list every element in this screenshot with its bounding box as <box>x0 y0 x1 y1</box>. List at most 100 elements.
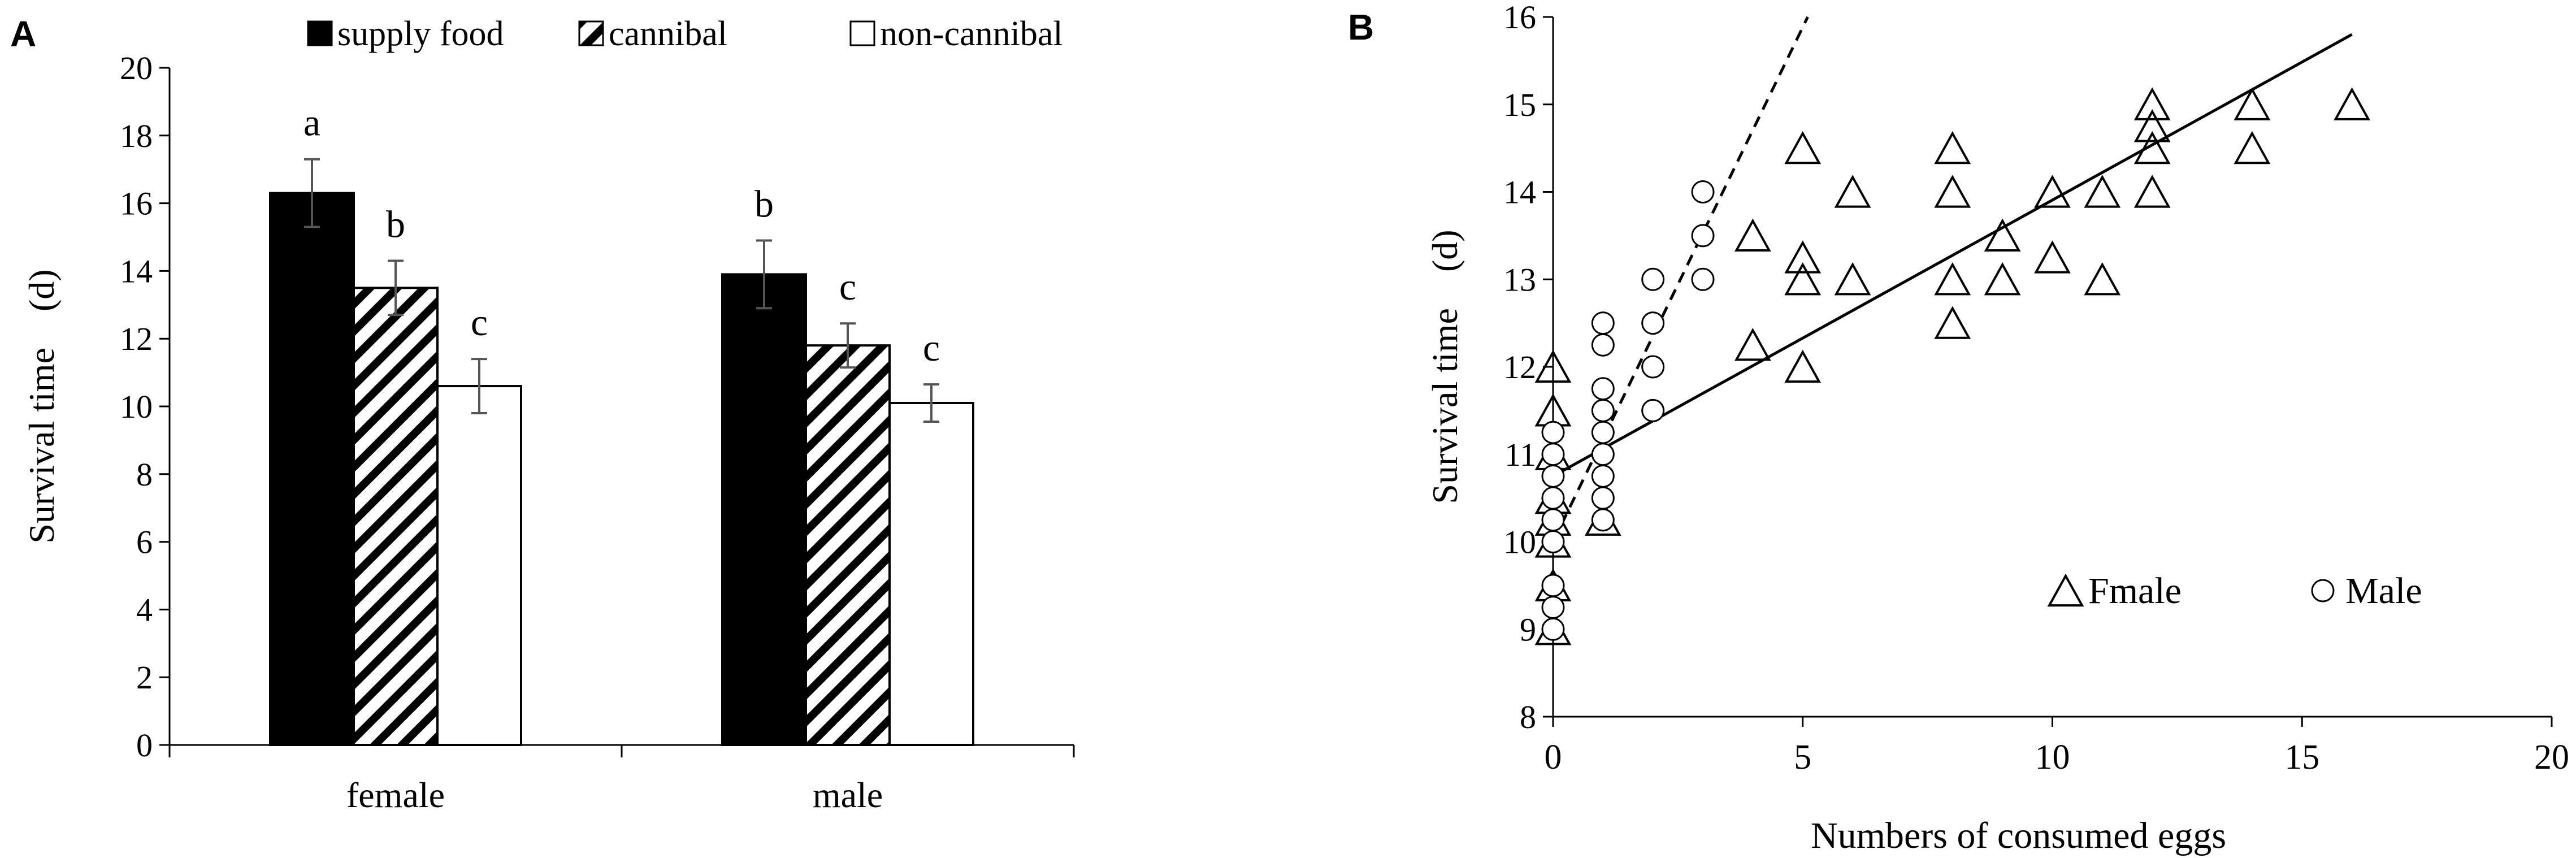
point-male <box>1541 486 1565 510</box>
point-male <box>1641 355 1665 379</box>
panel-b-scatter-chart: B 8 9 10 11 12 13 14 15 16 0 5 10 15 20 Numbers of cons… <box>1348 0 2569 856</box>
point-male <box>1591 464 1615 488</box>
point-male <box>1541 574 1565 597</box>
y-tick-label: 20 <box>120 50 153 86</box>
point-fmale <box>1984 262 2021 296</box>
y-tick-label: 14 <box>120 253 153 289</box>
bar-cannibal-female <box>353 287 439 747</box>
x-tick-label: 0 <box>1545 738 1562 777</box>
point-fmale <box>1784 349 1822 383</box>
point-male <box>1641 311 1665 335</box>
point-male <box>1641 267 1665 291</box>
y-tick-label: 12 <box>1503 349 1536 385</box>
significance-letter: c <box>471 301 488 344</box>
legend-label: Fmale <box>2088 570 2182 612</box>
point-fmale <box>1784 240 1822 274</box>
point-male <box>1591 398 1615 422</box>
legend-swatch <box>578 20 604 46</box>
point-fmale <box>2133 131 2171 164</box>
point-male <box>1591 486 1615 510</box>
y-tick-label: 11 <box>1504 436 1536 473</box>
legend-swatch <box>849 20 875 46</box>
point-fmale <box>1734 328 1771 361</box>
point-male <box>1591 508 1615 532</box>
y-tick-label: 0 <box>136 727 153 764</box>
point-male <box>1541 464 1565 488</box>
point-fmale <box>2133 109 2171 142</box>
y-axis-title: Survival time (d) <box>21 269 62 543</box>
x-tick-label: 10 <box>2035 738 2070 777</box>
point-fmale <box>2133 175 2171 208</box>
trendline-fmale <box>1552 33 2353 478</box>
legend-marker-triangle <box>2047 573 2084 607</box>
point-male <box>1691 267 1715 291</box>
y-tick-label: 14 <box>1503 174 1536 211</box>
x-tick-label: 5 <box>1794 738 1811 777</box>
significance-letter: b <box>754 182 774 225</box>
point-male <box>1641 398 1665 422</box>
point-male <box>1691 180 1715 203</box>
y-tick-label: 10 <box>1503 524 1536 561</box>
bar-supply-food-male <box>721 273 807 746</box>
point-fmale <box>2334 87 2370 120</box>
legend-label: cannibal <box>609 15 727 53</box>
x-axis-title: Numbers of consumed eggs <box>1811 815 2226 856</box>
y-tick-label: 13 <box>1503 261 1536 298</box>
y-tick-label: 16 <box>1503 0 1536 36</box>
point-fmale <box>2133 87 2171 120</box>
point-male <box>1541 617 1565 641</box>
significance-letter: c <box>839 265 856 308</box>
bar-cannibal-male <box>805 344 891 746</box>
y-axis-title: Survival time (d) <box>1425 229 1465 504</box>
point-fmale <box>1934 175 1971 208</box>
point-fmale <box>2034 240 2071 274</box>
point-fmale <box>1834 175 1871 208</box>
y-tick-label: 8 <box>136 456 153 493</box>
point-fmale <box>2084 262 2121 296</box>
point-male <box>1591 333 1615 357</box>
point-male <box>1591 421 1615 444</box>
legend-marker-circle <box>2311 579 2335 603</box>
point-male <box>1541 530 1565 553</box>
legend-label: Male <box>2345 570 2422 612</box>
significance-letter: c <box>923 326 940 369</box>
point-fmale <box>1934 306 1971 339</box>
point-male <box>1591 443 1615 466</box>
point-fmale <box>1784 262 1822 296</box>
point-fmale <box>1534 349 1572 383</box>
point-male <box>1691 224 1715 248</box>
point-fmale <box>2034 175 2071 208</box>
point-fmale <box>2084 175 2121 208</box>
legend-swatch <box>307 20 333 46</box>
significance-letter: a <box>303 101 320 144</box>
point-male <box>1591 377 1615 401</box>
point-male <box>1541 443 1565 466</box>
y-tick-label: 4 <box>136 591 153 628</box>
y-tick-label: 18 <box>120 118 153 154</box>
y-tick-label: 6 <box>136 524 153 561</box>
y-tick-label: 2 <box>136 659 153 696</box>
x-tick-label: 20 <box>2534 738 2569 777</box>
panel-b-label: B <box>1348 7 1374 47</box>
panel-a-bar-chart: A 0 2 4 6 8 10 12 14 16 18 20 Survival time (d) femal… <box>10 14 1075 815</box>
point-fmale <box>1834 262 1871 296</box>
point-male <box>1591 311 1615 335</box>
bar-non-cannibal-male <box>888 402 974 746</box>
trendline-male <box>1551 16 1809 543</box>
point-fmale <box>1734 218 1771 252</box>
point-fmale <box>1934 262 1971 296</box>
x-tick-label: 15 <box>2284 738 2319 777</box>
x-category-label: female <box>346 775 445 815</box>
point-fmale <box>1934 131 1971 164</box>
bar-supply-food-female <box>269 192 355 746</box>
y-tick-label: 10 <box>120 388 153 425</box>
y-tick-label: 16 <box>120 185 153 222</box>
point-male <box>1541 421 1565 444</box>
y-tick-label: 15 <box>1503 86 1536 123</box>
point-fmale <box>1984 218 2021 252</box>
x-category-label: male <box>813 775 883 815</box>
y-tick-label: 12 <box>120 320 153 357</box>
y-tick-label: 8 <box>1520 699 1536 735</box>
legend-label: non-cannibal <box>880 15 1063 53</box>
